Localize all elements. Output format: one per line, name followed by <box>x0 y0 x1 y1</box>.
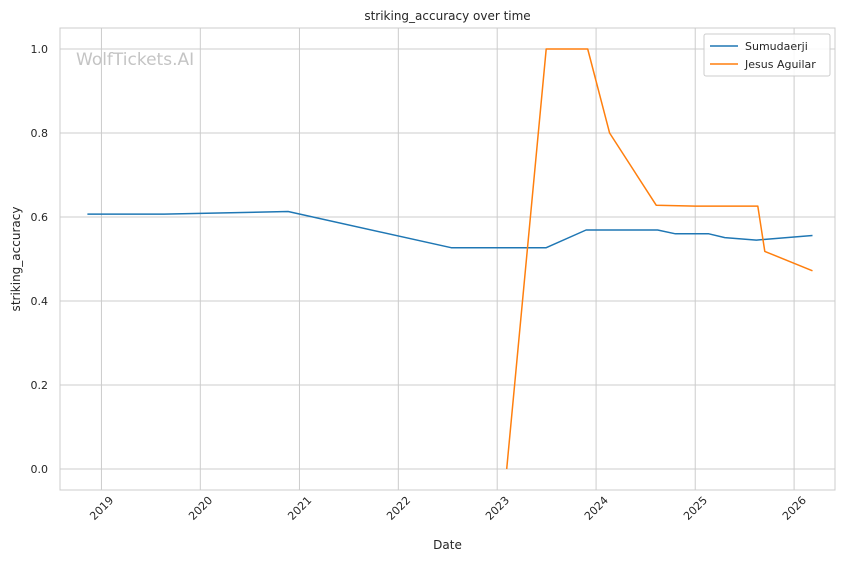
plot-area <box>59 27 836 491</box>
series-lines <box>87 48 813 470</box>
chart-title: striking_accuracy over time <box>364 9 530 23</box>
y-tick-label: 1.0 <box>31 43 49 56</box>
legend-frame <box>703 33 831 77</box>
x-axis-title: Date <box>433 538 462 552</box>
watermark: WolfTickets.AI <box>76 50 194 70</box>
y-tick-label: 0.4 <box>31 295 49 308</box>
legend: Sumudaerji Jesus Aguilar <box>703 33 831 77</box>
legend-label-sumudaerji: Sumudaerji <box>745 40 808 53</box>
legend-label-jesus-aguilar: Jesus Aguilar <box>744 58 816 71</box>
y-axis-title: striking_accuracy <box>9 207 23 312</box>
y-tick-label: 0.8 <box>31 127 49 140</box>
y-tick-label: 0.2 <box>31 379 49 392</box>
y-tick-label: 0.0 <box>31 463 49 476</box>
series-line-jesus-aguilar <box>505 48 813 470</box>
series-line-sumudaerji <box>87 210 813 249</box>
y-tick-label: 0.6 <box>31 211 49 224</box>
y-tick-labels: 0.0 0.2 0.4 0.6 0.8 1.0 <box>31 43 49 476</box>
